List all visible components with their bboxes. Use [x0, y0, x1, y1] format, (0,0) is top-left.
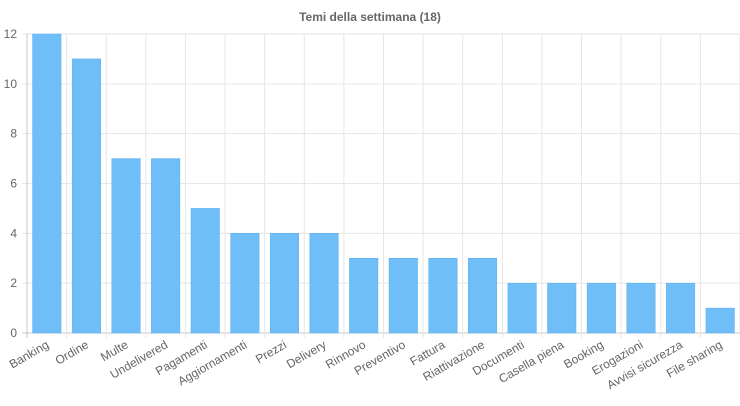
x-tick-label: Delivery	[284, 337, 329, 371]
bar[interactable]	[547, 282, 577, 334]
y-tick-label: 12	[4, 27, 18, 41]
bar[interactable]	[507, 282, 537, 334]
bar[interactable]	[111, 158, 141, 334]
bar[interactable]	[626, 282, 656, 334]
bar[interactable]	[468, 258, 498, 334]
grid-layer	[22, 33, 740, 338]
bar[interactable]	[190, 208, 220, 334]
bar[interactable]	[230, 233, 260, 334]
bar[interactable]	[705, 307, 735, 334]
bar[interactable]	[586, 282, 616, 334]
bar[interactable]	[32, 33, 62, 334]
bar[interactable]	[309, 233, 339, 334]
bar[interactable]	[666, 282, 696, 334]
y-tick-label: 8	[10, 127, 17, 141]
bar[interactable]	[269, 233, 299, 334]
x-tick-label: Prezzi	[253, 337, 289, 366]
bar[interactable]	[151, 158, 181, 334]
bar[interactable]	[71, 58, 101, 334]
y-tick-label: 6	[10, 177, 17, 191]
bar[interactable]	[388, 258, 418, 334]
bar-layer	[32, 33, 735, 334]
x-tick-label: Banking	[7, 337, 52, 371]
bar[interactable]	[349, 258, 379, 334]
bar[interactable]	[428, 258, 458, 334]
y-tick-label: 0	[10, 326, 17, 340]
y-tick-label: 4	[10, 226, 17, 240]
x-tick-label: Ordine	[53, 337, 91, 367]
chart-title: Temi della settimana (18)	[299, 10, 441, 24]
y-tick-label: 10	[4, 77, 18, 91]
y-tick-label: 2	[10, 276, 17, 290]
